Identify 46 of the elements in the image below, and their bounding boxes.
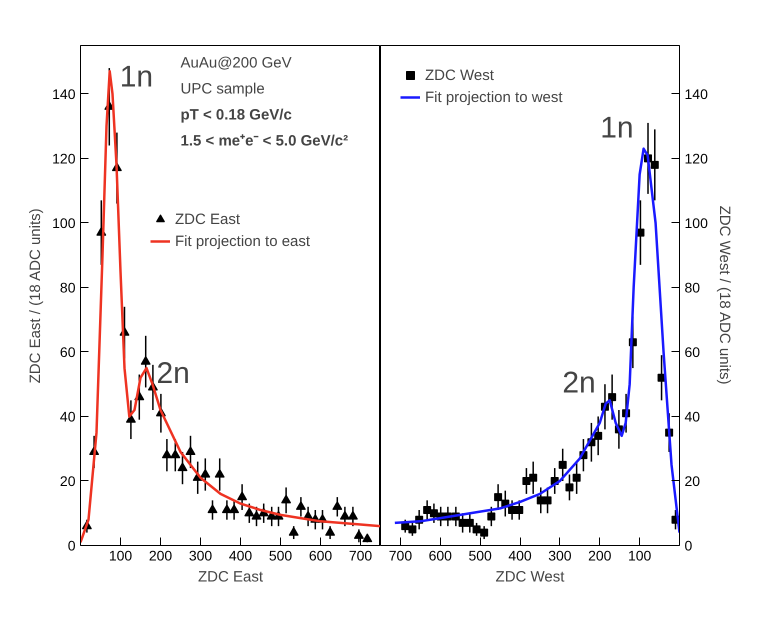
x-tick-label: 100 xyxy=(628,548,652,564)
annotation: UPC sample xyxy=(180,80,265,98)
annotation: 2n xyxy=(156,357,190,390)
legend-label: ZDC East xyxy=(175,210,240,228)
y-tick-label: 140 xyxy=(52,86,76,102)
x-tick-label: 300 xyxy=(548,548,572,564)
x-tick-label: 600 xyxy=(308,548,332,564)
x-tick-label: 200 xyxy=(148,548,172,564)
x-tick-label: 500 xyxy=(268,548,292,564)
x-tick-label: 500 xyxy=(468,548,492,564)
x-tick-label: 200 xyxy=(588,548,612,564)
x-axis-title: ZDC West xyxy=(496,568,566,586)
y-tick-label: 0 xyxy=(68,538,76,554)
x-tick-label: 600 xyxy=(428,548,452,564)
y-axis-title: ZDC East / (18 ADC units) xyxy=(27,208,44,384)
x-tick-label: 100 xyxy=(108,548,132,564)
y-tick-label: 100 xyxy=(52,214,76,231)
y-tick-label: 40 xyxy=(684,408,700,424)
x-tick-label: 700 xyxy=(348,548,372,564)
y-tick-label: 60 xyxy=(684,344,700,360)
annotation: 1.5 < me⁺e⁻ < 5.0 GeV/c² xyxy=(180,132,348,150)
annotation: 1n xyxy=(120,60,154,94)
y-tick-label: 20 xyxy=(684,472,700,489)
annotation: 2n xyxy=(562,366,596,400)
x-tick-label: 400 xyxy=(508,548,532,564)
legend-label: ZDC West xyxy=(425,66,494,84)
x-tick-label: 400 xyxy=(228,548,252,564)
y-tick-label: 40 xyxy=(60,408,76,424)
y-tick-label: 100 xyxy=(684,214,708,231)
annotation: pT < 0.18 GeV/c xyxy=(180,106,292,124)
annotation: 1n xyxy=(600,112,634,145)
legend-label: Fit projection to west xyxy=(425,88,563,106)
y-tick-label: 20 xyxy=(60,472,76,489)
x-tick-label: 300 xyxy=(188,548,212,564)
y-axis-title: ZDC West / (18 ADC units) xyxy=(716,206,733,385)
legend-label: Fit projection to east xyxy=(175,232,310,250)
y-tick-label: 80 xyxy=(60,279,76,296)
y-tick-label: 0 xyxy=(684,538,692,554)
y-tick-label: 140 xyxy=(684,86,708,102)
y-tick-label: 60 xyxy=(60,344,76,360)
y-tick-label: 80 xyxy=(684,279,700,296)
annotation: AuAu@200 GeV xyxy=(180,54,292,72)
x-tick-label: 700 xyxy=(388,548,412,564)
x-axis-title: ZDC East xyxy=(198,568,264,586)
y-tick-label: 120 xyxy=(684,150,708,166)
y-tick-label: 120 xyxy=(52,150,76,166)
